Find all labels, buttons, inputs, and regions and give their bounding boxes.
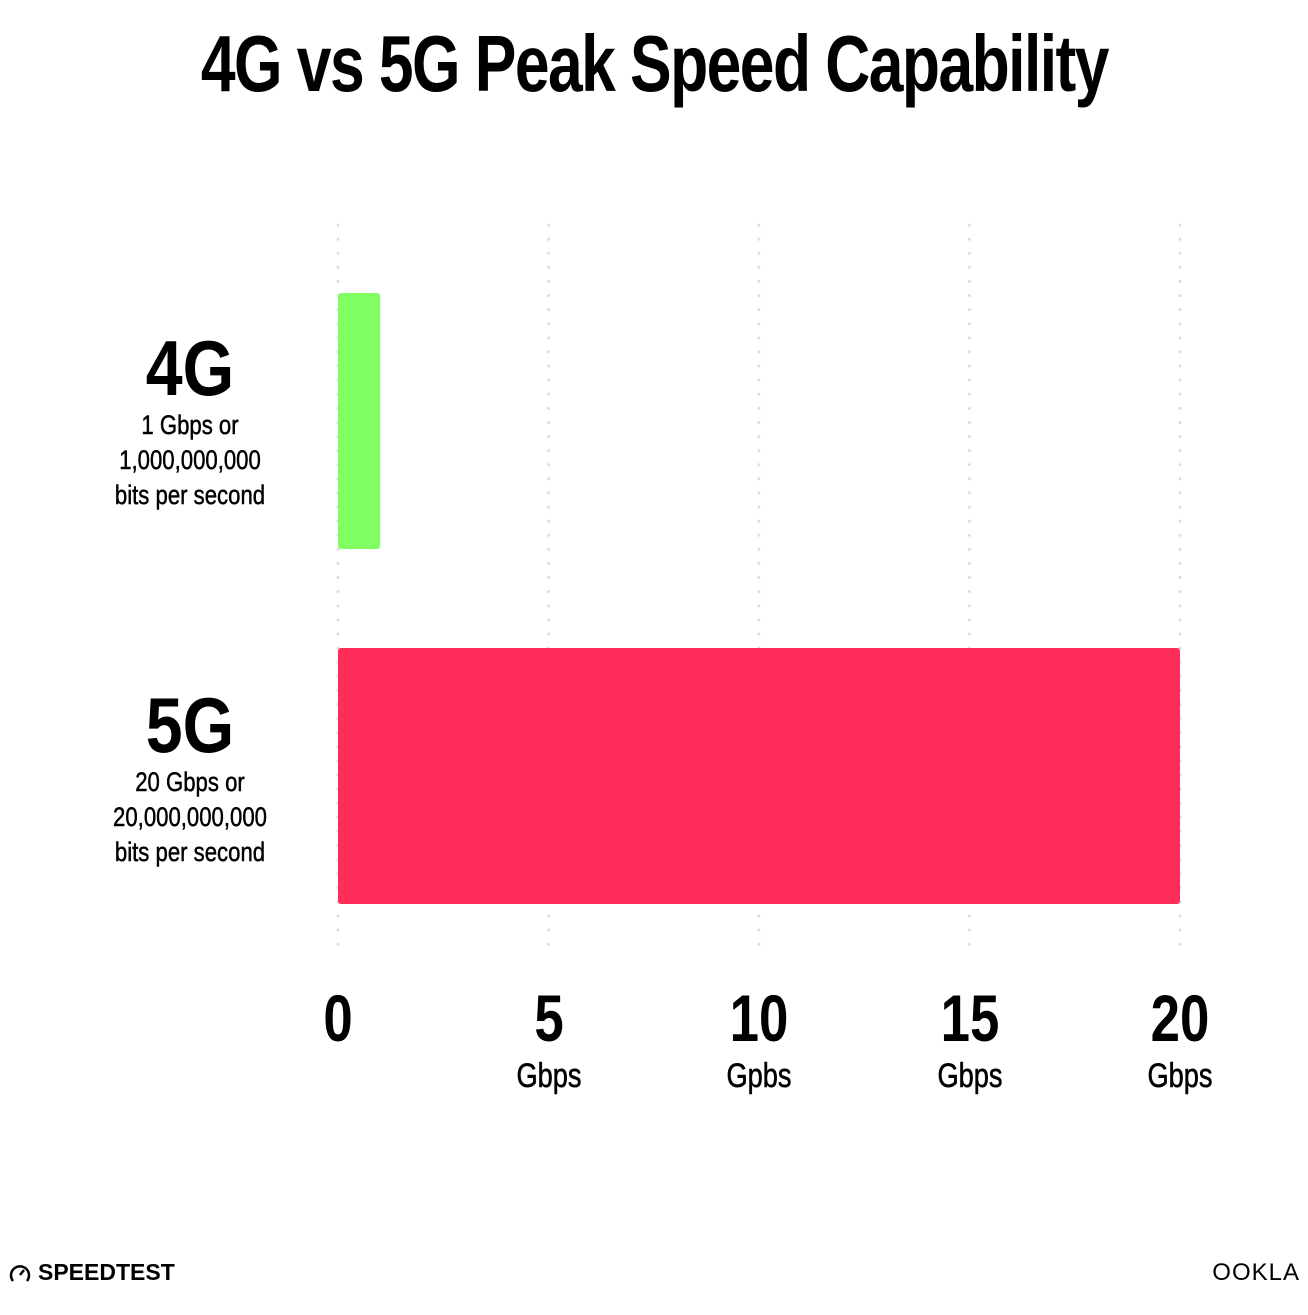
tick-value: 5 xyxy=(533,981,564,1055)
tick-label: 5 Gbps xyxy=(469,980,629,1096)
bar-4g xyxy=(338,293,381,549)
tick-unit: Gbps xyxy=(1147,1057,1213,1096)
ookla-logo: OOKLA xyxy=(1212,1259,1300,1286)
tick-value: 0 xyxy=(323,981,353,1055)
speedometer-icon xyxy=(9,1264,31,1282)
tick-value: 10 xyxy=(729,981,789,1055)
tick-label: 20 Gbps xyxy=(1100,980,1260,1096)
tick-unit: Gpbs xyxy=(726,1057,792,1096)
bar-5g xyxy=(338,648,1180,904)
speedtest-logo: SPEEDTEST xyxy=(8,1259,175,1286)
tick-value: 20 xyxy=(1150,981,1210,1055)
tick-label: 15 Gbps xyxy=(890,980,1050,1096)
tick-unit: Gbps xyxy=(936,1057,1002,1096)
chart-title: 4G vs 5G Peak Speed Capability xyxy=(200,19,1110,108)
tick-label: 10 Gpbs xyxy=(679,980,839,1096)
tick-label: 0 xyxy=(258,980,418,1056)
category-label-4g: 4G 1 Gbps or 1,000,000,000 bits per seco… xyxy=(114,324,266,510)
tick-value: 15 xyxy=(940,981,999,1055)
tick-unit: Gbps xyxy=(515,1057,581,1096)
category-label-5g: 5G 20 Gbps or 20,000,000,000 bits per se… xyxy=(113,681,267,867)
